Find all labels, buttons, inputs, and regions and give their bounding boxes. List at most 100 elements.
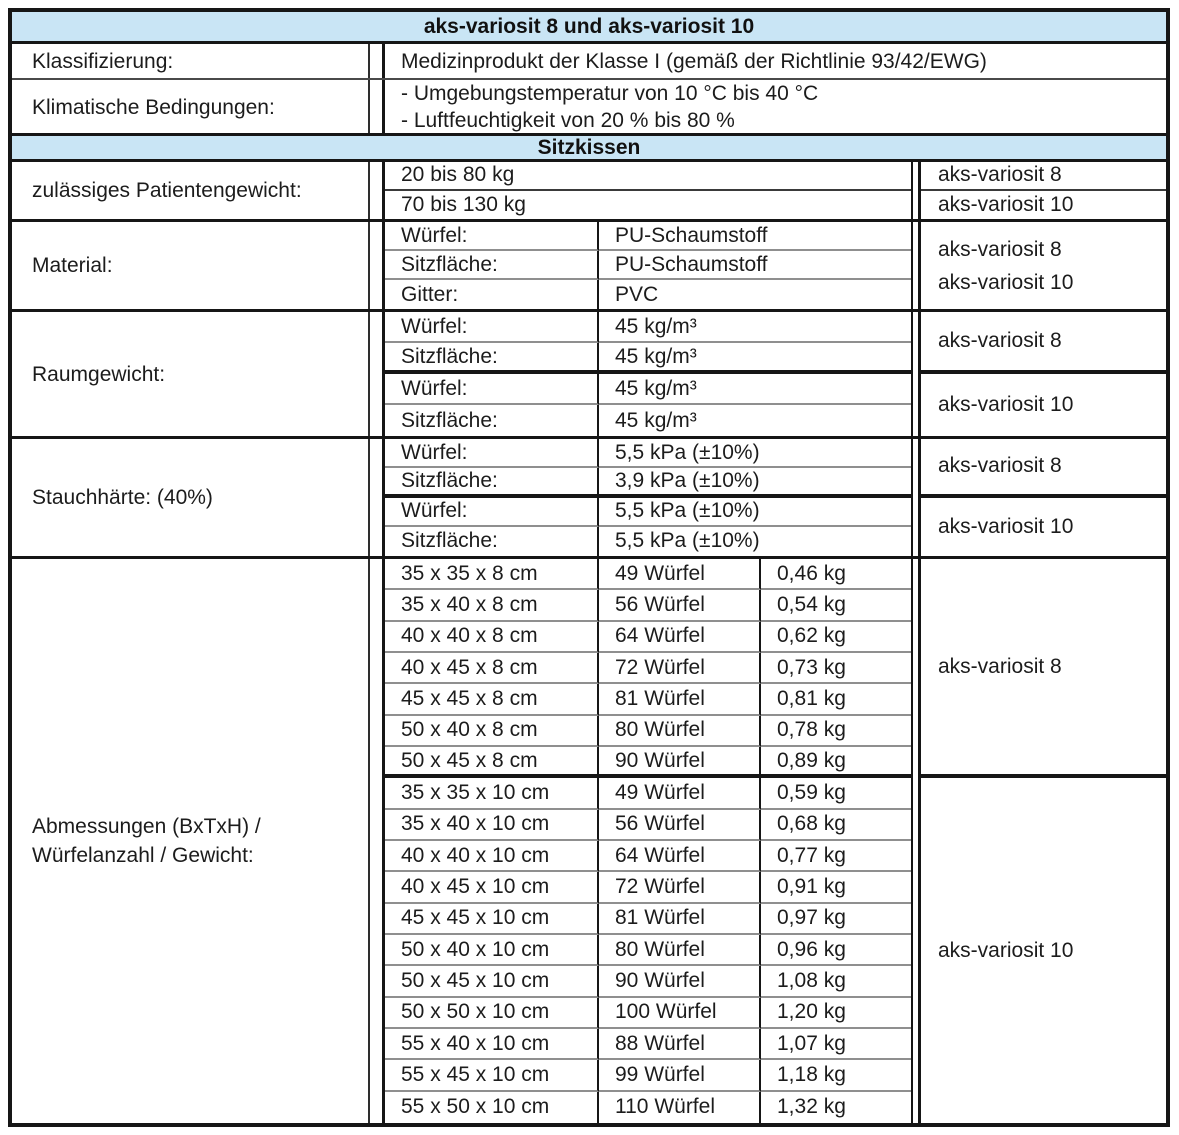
- raumgewicht-part-label: Sitzfläche:: [385, 405, 599, 436]
- klimatische-bedingungen-value: - Umgebungstemperatur von 10 °C bis 40 °…: [382, 80, 1166, 134]
- dimension-cell: 50 x 45 x 10 cm: [385, 966, 599, 998]
- sitzkissen-banner: Sitzkissen: [12, 133, 1166, 159]
- raumgewicht-part-value: 45 kg/m³: [615, 408, 697, 432]
- dimension-cell: 45 x 45 x 8 cm: [385, 684, 599, 716]
- section-material: Material: Würfel: PU-Schaumstoff Sitzflä…: [12, 219, 1166, 309]
- dimension-cell: 45 x 45 x 10 cm: [385, 903, 599, 935]
- klimatische-bedingungen-label: Klimatische Bedingungen:: [12, 80, 370, 134]
- dimension-cell: 35 x 35 x 8 cm: [385, 559, 599, 591]
- dimension-cell: 35 x 40 x 8 cm: [385, 590, 599, 622]
- dims-grid: 35 x 35 x 8 cm 49 Würfel 0,46 kg 35 x 40 x …: [382, 559, 913, 1123]
- dimension-cell: 50 x 40 x 10 cm: [385, 935, 599, 967]
- product-name: aks-variosit 8: [921, 439, 1166, 498]
- material-part-value: PU-Schaumstoff: [599, 251, 911, 280]
- table-title: aks-variosit 8 und aks-variosit 10: [423, 14, 755, 38]
- raumgewicht-part-value: 45 kg/m³: [599, 312, 911, 343]
- product-name: aks-variosit 8: [921, 559, 1166, 779]
- raumgewicht-part-value: 45 kg/m³: [599, 343, 911, 374]
- section-abmessungen: Abmessungen (BxTxH) / Würfelanzahl / Gew…: [12, 556, 1166, 1123]
- klima-line-luftfeuchtigkeit: - Luftfeuchtigkeit von 20 % bis 80 %: [401, 109, 735, 132]
- dimension-cell: 50 x 40 x 8 cm: [385, 715, 599, 747]
- weight-cell: 0,54 kg: [761, 590, 911, 622]
- material-part-label: Sitzfläche:: [385, 251, 599, 280]
- weight-cell: 0,97 kg: [761, 904, 911, 935]
- dimension-cell: 40 x 45 x 8 cm: [385, 653, 599, 685]
- raumgewicht-values: Würfel: 45 kg/m³ Sitzfläche: 45 kg/m³ Wü…: [382, 312, 913, 436]
- cube-count-cell: 49 Würfel: [599, 559, 761, 591]
- weight-cell: 0,96 kg: [761, 935, 911, 967]
- dimension-cell: 50 x 50 x 10 cm: [385, 997, 599, 1029]
- cube-count-cell: 100 Würfel: [599, 997, 761, 1029]
- stauchhaerte-part-value: 5,5 kPa (±10%): [599, 439, 911, 469]
- section-stauchhaerte: Stauchhärte: (40%) Würfel: 5,5 kPa (±10%…: [12, 436, 1166, 556]
- weight-cell: 0,62 kg: [761, 622, 911, 653]
- klassifizierung-label: Klassifizierung:: [12, 44, 370, 78]
- sitzkissen-title: Sitzkissen: [537, 135, 641, 159]
- material-part-value: PU-Schaumstoff: [599, 222, 911, 251]
- stauchhaerte-products: aks-variosit 8 aks-variosit 10: [918, 439, 1166, 556]
- cube-count-cell: 81 Würfel: [599, 903, 761, 935]
- material-part-label: Gitter:: [385, 280, 599, 309]
- section-raumgewicht: Raumgewicht: Würfel: 45 kg/m³ Sitzfläche…: [12, 309, 1166, 436]
- patient-weight-value: 70 bis 130 kg: [401, 192, 526, 216]
- dimension-cell: 40 x 40 x 10 cm: [385, 841, 599, 873]
- weight-cell: 1,20 kg: [761, 998, 911, 1029]
- stauchhaerte-part-label: Sitzfläche:: [385, 526, 599, 556]
- raumgewicht-part-label: Würfel:: [385, 374, 599, 405]
- stauchhaerte-part-value: 5,5 kPa (±10%): [599, 498, 911, 527]
- weight-cell: 1,08 kg: [761, 966, 911, 998]
- klassifizierung-value: Medizinprodukt der Klasse I (gemäß der R…: [382, 44, 1166, 78]
- stauchhaerte-values: Würfel: 5,5 kPa (±10%) Sitzfläche: 3,9 k…: [382, 439, 913, 556]
- stauchhaerte-part-label: Würfel:: [385, 497, 599, 527]
- cube-count-cell: 99 Würfel: [599, 1060, 761, 1092]
- patient-weight-value: 20 bis 80 kg: [385, 162, 911, 191]
- stauchhaerte-part-label: Sitzfläche:: [385, 468, 599, 498]
- dimension-cell: 35 x 35 x 10 cm: [385, 778, 599, 810]
- product-name: aks-variosit 10: [938, 192, 1074, 216]
- weight-cell: 0,89 kg: [761, 747, 911, 779]
- dimension-cell: 40 x 40 x 8 cm: [385, 621, 599, 653]
- dimension-cell: 55 x 45 x 10 cm: [385, 1060, 599, 1092]
- dimension-cell: 55 x 50 x 10 cm: [385, 1091, 599, 1123]
- material-part-value: PVC: [615, 282, 659, 306]
- product-name: aks-variosit 8: [921, 312, 1166, 374]
- stauchhaerte-label: Stauchhärte: (40%): [12, 439, 370, 556]
- raumgewicht-label: Raumgewicht:: [12, 312, 370, 436]
- cube-count-cell: 64 Würfel: [599, 621, 761, 653]
- material-label: Material:: [12, 222, 370, 309]
- section-patientengewicht: zulässiges Patientengewicht: 20 bis 80 k…: [12, 159, 1166, 219]
- weight-cell: 0,73 kg: [761, 653, 911, 685]
- cube-count-cell: 56 Würfel: [599, 809, 761, 841]
- abmessungen-label-line: Würfelanzahl / Gewicht:: [32, 844, 254, 867]
- stauchhaerte-part-value: 5,5 kPa (±10%): [615, 529, 760, 553]
- product-name: aks-variosit 10: [938, 270, 1074, 294]
- weight-cell: 0,81 kg: [761, 684, 911, 716]
- raumgewicht-products: aks-variosit 8 aks-variosit 10: [918, 312, 1166, 436]
- dimension-cell: 55 x 40 x 10 cm: [385, 1029, 599, 1061]
- cube-count-cell: 72 Würfel: [599, 872, 761, 904]
- raumgewicht-part-label: Würfel:: [385, 312, 599, 343]
- product-name: aks-variosit 8: [921, 162, 1166, 191]
- cube-count-cell: 90 Würfel: [599, 747, 761, 779]
- cube-count-cell: 56 Würfel: [599, 590, 761, 622]
- cube-count-cell: 110 Würfel: [599, 1091, 761, 1123]
- row-klimatische-bedingungen: Klimatische Bedingungen: - Umgebungstemp…: [12, 80, 1166, 134]
- material-products: aks-variosit 8 aks-variosit 10: [918, 222, 1166, 309]
- product-name: aks-variosit 10: [938, 514, 1074, 538]
- weight-cell: 0,59 kg: [761, 778, 911, 810]
- stauchhaerte-part-label: Würfel:: [385, 439, 599, 469]
- weight-cell: 1,07 kg: [761, 1029, 911, 1061]
- row-klassifizierung: Klassifizierung: Medizinprodukt der Klas…: [12, 44, 1166, 80]
- cube-count-cell: 72 Würfel: [599, 653, 761, 685]
- spec-table: aks-variosit 8 und aks-variosit 10 Klass…: [8, 8, 1170, 1127]
- abmessungen-label: Abmessungen (BxTxH) / Würfelanzahl / Gew…: [12, 559, 370, 1123]
- weight-cell: 0,77 kg: [761, 841, 911, 873]
- material-values: Würfel: PU-Schaumstoff Sitzfläche: PU-Sc…: [382, 222, 913, 309]
- weight-cell: 0,46 kg: [761, 559, 911, 591]
- dimension-cell: 40 x 45 x 10 cm: [385, 872, 599, 904]
- abmessungen-products: aks-variosit 8 aks-variosit 10: [918, 559, 1166, 1123]
- cube-count-cell: 81 Würfel: [599, 684, 761, 716]
- material-part-label: Würfel:: [385, 222, 599, 251]
- dimension-cell: 35 x 40 x 10 cm: [385, 809, 599, 841]
- product-name: aks-variosit 10: [938, 938, 1074, 962]
